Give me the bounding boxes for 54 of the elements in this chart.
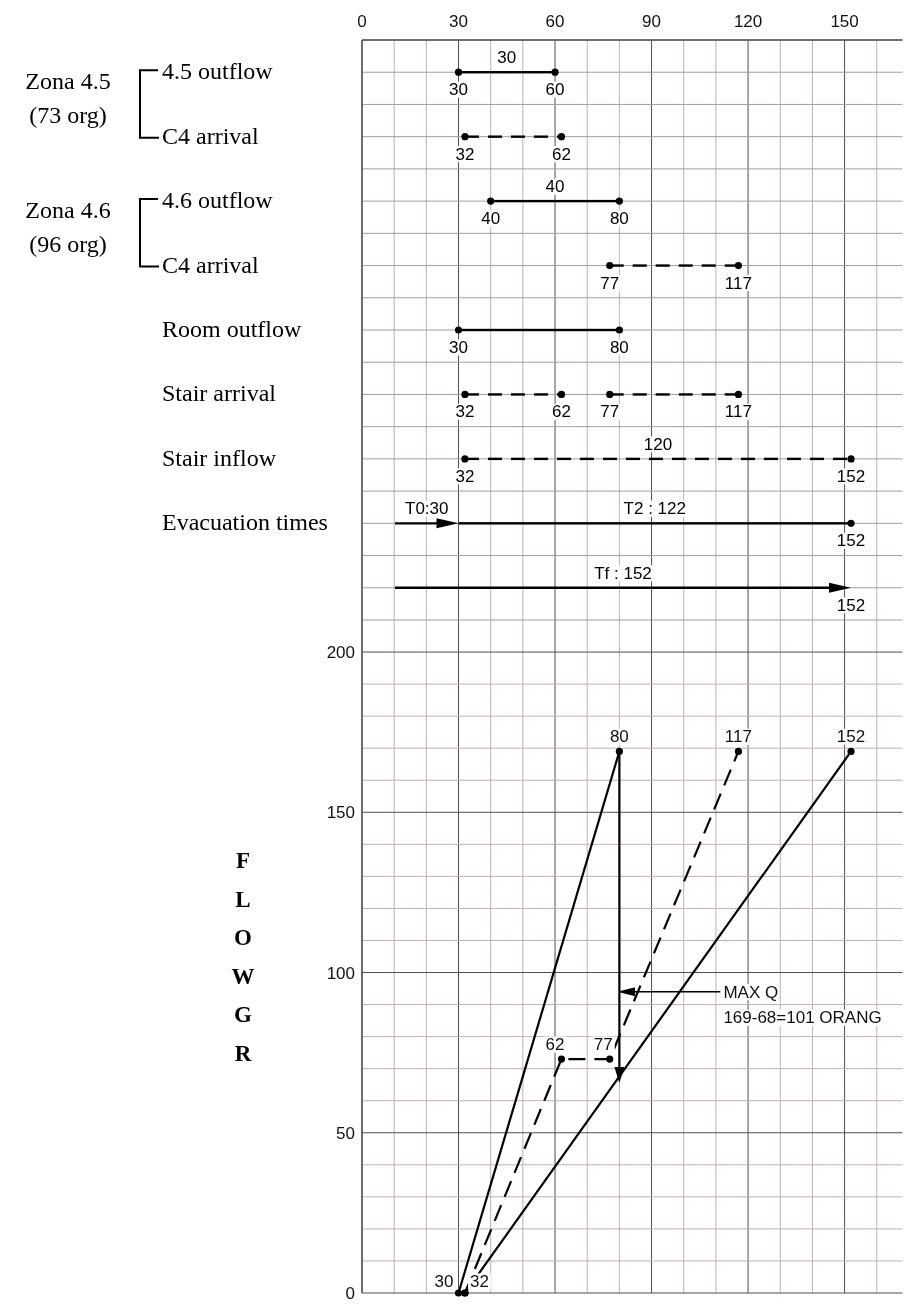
annotation: MAX Q 169-68=101 ORANG xyxy=(723,982,882,1028)
data-label: 32 xyxy=(455,402,475,422)
y-tick-label: 0 xyxy=(345,1284,355,1303)
annotation: 152 xyxy=(836,727,866,747)
data-label: 40 xyxy=(545,177,565,197)
y-tick-label: C4 arrival xyxy=(162,122,259,149)
data-label: 77 xyxy=(600,273,620,293)
y-tick-label: 150 xyxy=(326,803,355,823)
data-label: 117 xyxy=(724,273,752,293)
data-label: 32 xyxy=(455,466,475,486)
annotation: Tf : 152 xyxy=(594,563,652,583)
annotation: 32 xyxy=(469,1272,489,1291)
x-tick-label: 120 xyxy=(733,12,763,31)
annotation: T0:30 xyxy=(405,499,449,519)
text: Zona 4.6 (96 org) xyxy=(25,196,111,257)
y-tick-label: 50 xyxy=(336,1123,355,1143)
annotation: 152 xyxy=(836,595,866,615)
data-label: 152 xyxy=(836,466,866,486)
data-label: 80 xyxy=(609,338,629,357)
data-label: 152 xyxy=(836,531,866,551)
data-label: 62 xyxy=(552,144,571,164)
data-label: 77 xyxy=(600,402,620,422)
y-tick-label: Stair inflow xyxy=(162,444,277,471)
y-tick-label: 200 xyxy=(326,643,355,663)
y-tick-label: C4 arrival xyxy=(162,251,259,278)
y-axis-title: FLOWGR xyxy=(231,848,255,1066)
annotation: 77 xyxy=(593,1035,613,1055)
y-tick-label: Evacuation times xyxy=(162,509,328,536)
x-tick-label: 60 xyxy=(545,12,565,31)
x-tick-label: 150 xyxy=(830,12,859,31)
annotation: 80 xyxy=(609,727,629,747)
data-label: 120 xyxy=(643,434,673,454)
data-label: 30 xyxy=(497,48,517,68)
y-tick-label: Room outflow xyxy=(162,316,302,342)
y-tick-label: Stair arrival xyxy=(162,380,277,407)
data-label: 117 xyxy=(724,402,752,422)
data-label: 30 xyxy=(449,80,468,100)
annotation: 117 xyxy=(724,727,752,747)
y-tick-label: 4.5 outflow xyxy=(162,58,274,85)
data-label: T2 : 122 xyxy=(623,499,686,519)
data-label: 60 xyxy=(545,80,565,100)
data-label: 80 xyxy=(609,209,629,229)
data-label: 30 xyxy=(449,338,468,357)
text: Zona 4.5 (73 org) xyxy=(25,67,111,128)
x-tick-label: 30 xyxy=(449,12,468,31)
data-label: 62 xyxy=(552,402,571,422)
x-tick-label: 0 xyxy=(357,12,367,31)
y-tick-label: 100 xyxy=(326,963,355,983)
annotation: 62 xyxy=(545,1035,565,1055)
data-label: 32 xyxy=(455,144,475,164)
x-tick-label: 90 xyxy=(642,12,662,31)
annotation: 30 xyxy=(434,1272,454,1291)
data-label: 40 xyxy=(481,209,501,229)
y-tick-label: 4.6 outflow xyxy=(162,187,274,214)
